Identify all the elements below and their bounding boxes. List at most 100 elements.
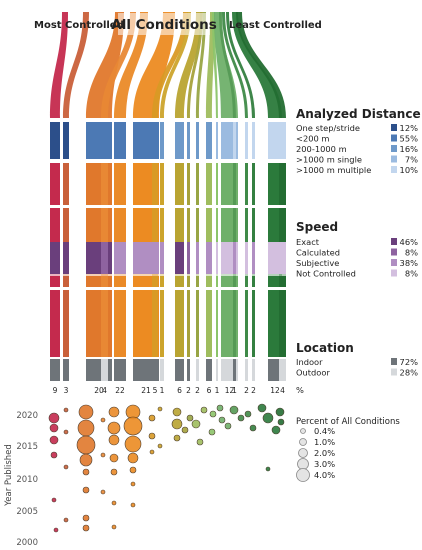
location-node	[187, 359, 190, 381]
flow-band	[232, 12, 282, 118]
size-legend-label: 3.0%	[314, 459, 335, 469]
speed-node	[152, 242, 158, 274]
flow-band	[86, 290, 112, 357]
y-tick-label: 2015	[16, 442, 38, 452]
bubble	[109, 453, 119, 463]
flow-band	[187, 208, 190, 244]
legend-item-label: <200 m	[296, 134, 330, 144]
bubble	[48, 412, 60, 424]
flow-band	[152, 12, 188, 118]
location-node	[196, 359, 199, 381]
flow-band	[245, 276, 248, 287]
legend-swatch	[391, 155, 397, 163]
flow-band	[175, 208, 184, 244]
flow-band	[187, 163, 190, 205]
flow-band	[279, 276, 286, 287]
location-node	[245, 359, 248, 381]
speed-node	[268, 242, 282, 274]
flow-band	[196, 290, 199, 357]
flow-band	[63, 163, 69, 205]
bubble	[271, 425, 281, 435]
bubble	[129, 466, 137, 474]
legend-item-value: 8%	[405, 248, 418, 258]
bubble	[100, 489, 106, 495]
flow-band	[101, 208, 108, 244]
flow-band	[63, 208, 69, 244]
flow-band	[101, 276, 108, 287]
legend-swatch	[391, 145, 397, 152]
condition-count: 20	[94, 386, 104, 395]
bubble	[262, 412, 274, 424]
speed-node	[233, 242, 236, 274]
flow-band	[152, 290, 158, 357]
distance-node	[252, 122, 255, 159]
distance-node	[196, 122, 199, 159]
speed-node	[114, 242, 126, 274]
flow-band	[86, 12, 124, 118]
flow-band	[268, 163, 282, 205]
condition-count: 21	[141, 386, 151, 395]
bubble	[196, 438, 204, 446]
flow-band	[268, 208, 282, 244]
flow-band	[152, 163, 158, 205]
flow-band	[196, 163, 199, 205]
flow-band	[206, 208, 212, 244]
flow-band	[114, 163, 126, 205]
bubble	[237, 414, 245, 422]
flow-band	[279, 163, 286, 205]
bubble	[63, 429, 69, 435]
y-tick-label: 2000	[16, 538, 38, 548]
speed-node	[279, 242, 286, 274]
flow-band	[187, 290, 190, 357]
flow-band	[216, 208, 218, 244]
bubble	[79, 453, 93, 467]
y-tick-label: 2020	[16, 411, 38, 421]
size-legend-circle	[296, 468, 310, 482]
flow-band	[50, 290, 60, 357]
flow-band	[252, 290, 255, 357]
bubble	[130, 481, 136, 487]
flow-band	[252, 276, 255, 287]
bubble	[224, 422, 232, 430]
y-axis-label: Year Published	[4, 444, 14, 507]
bubble-plot: Year Published 2020 2015 2010 2005 2000	[4, 403, 285, 548]
condition-count: 2	[195, 386, 200, 395]
flow-band	[101, 163, 108, 205]
legend-analyzed-distance: Analyzed Distance One step/stride 12% <200…	[296, 107, 421, 175]
flow-band	[206, 163, 212, 205]
y-tick-label: 2010	[16, 475, 38, 485]
bubble	[157, 443, 163, 449]
condition-count: 1	[215, 386, 220, 395]
flow-band	[245, 208, 248, 244]
y-ticks: 2020 2015 2010 2005 2000	[16, 411, 38, 548]
location-node	[252, 359, 255, 381]
speed-node	[175, 242, 184, 274]
bubble	[50, 451, 58, 459]
distance-node	[152, 122, 158, 159]
flow-band	[152, 276, 158, 287]
speed-node	[187, 242, 190, 274]
bubble	[82, 468, 90, 476]
flow-band	[196, 12, 206, 118]
bubble	[200, 406, 208, 414]
flow-band	[212, 12, 218, 118]
bubble	[208, 428, 216, 436]
distance-node	[160, 122, 164, 159]
condition-count: 12	[225, 386, 235, 395]
legend-item-value: 10%	[400, 165, 419, 175]
bubble	[172, 407, 182, 417]
location-node	[152, 359, 158, 381]
distance-node	[86, 122, 112, 159]
bubble	[124, 435, 142, 453]
header-left-label: Most Controlled	[34, 20, 124, 31]
flow-band	[160, 12, 191, 118]
bubble	[148, 432, 156, 440]
flow-band	[160, 290, 164, 357]
legend-swatch	[391, 259, 397, 266]
flow-band	[196, 208, 199, 244]
bubble	[244, 410, 252, 418]
flow-band	[233, 290, 236, 357]
size-legend-circle	[298, 448, 308, 458]
condition-count: 6	[207, 386, 212, 395]
bubble	[149, 449, 155, 455]
